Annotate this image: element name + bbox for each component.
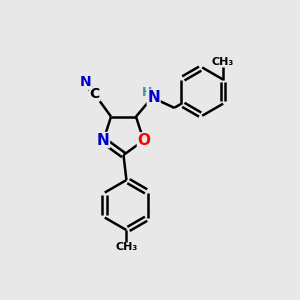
Text: O: O xyxy=(137,133,151,148)
Text: CH₃: CH₃ xyxy=(212,57,234,67)
Text: N: N xyxy=(80,75,92,89)
Text: N: N xyxy=(147,90,160,105)
Text: C: C xyxy=(89,87,100,101)
Text: CH₃: CH₃ xyxy=(115,242,138,253)
Text: H: H xyxy=(142,86,152,99)
Text: N: N xyxy=(97,133,110,148)
